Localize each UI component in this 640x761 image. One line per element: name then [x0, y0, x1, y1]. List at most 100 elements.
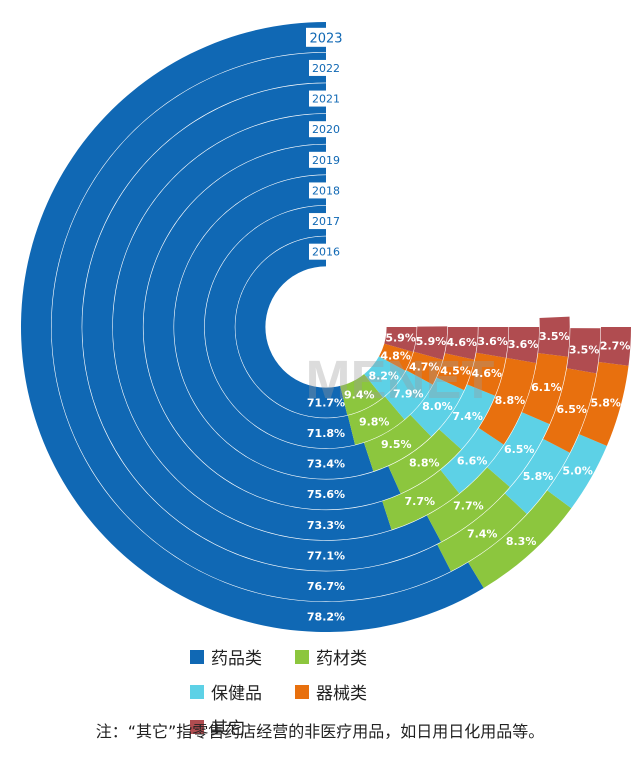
arc-devices-2020 [478, 357, 537, 445]
label-herbs-2023: 8.3% [506, 535, 537, 548]
label-herbs-2021: 7.7% [453, 500, 484, 513]
arc-health-2023 [546, 433, 607, 509]
label-health-2020: 6.6% [457, 454, 488, 467]
label-health-2022: 5.8% [523, 470, 554, 483]
arc-herbs-2019 [388, 428, 462, 494]
year-label-2021: 2021 [312, 93, 340, 106]
label-devices-2023: 5.8% [590, 397, 621, 410]
arc-health-2017 [384, 370, 433, 420]
legend-label-drugs: 药品类 [211, 649, 262, 669]
label-herbs-2018: 9.5% [381, 438, 412, 451]
year-label-2018: 2018 [312, 184, 340, 197]
arc-herbs-2016 [340, 373, 383, 416]
label-health-2023: 5.0% [562, 465, 593, 478]
arc-herbs-2023 [467, 490, 572, 589]
arc-other-2023 [598, 327, 631, 366]
label-herbs-2022: 7.4% [467, 528, 498, 541]
radial-chart: MENET78.2%8.3%5.0%5.8%2.7%76.7%7.4%5.8%6… [20, 21, 631, 632]
arc-other-2019 [475, 327, 509, 358]
label-drugs-2019: 75.6% [307, 488, 345, 501]
legend-swatch-devices [295, 684, 309, 699]
arc-other-2021 [537, 316, 570, 357]
label-other-2017: 5.9% [416, 335, 447, 348]
legend-swatch-other [190, 719, 204, 734]
arc-health-2020 [440, 427, 504, 494]
arc-health-2019 [438, 384, 496, 450]
arc-other-2017 [413, 326, 448, 360]
label-devices-2019: 4.6% [472, 367, 503, 380]
arc-herbs-2020 [382, 469, 460, 530]
label-other-2018: 4.6% [447, 336, 478, 349]
arc-devices-2017 [405, 351, 443, 385]
label-drugs-2023: 78.2% [307, 611, 345, 624]
arc-other-2022 [566, 328, 601, 374]
label-devices-2021: 6.1% [531, 381, 562, 394]
legend-item-health: 保健品 [190, 679, 295, 704]
legend-label-other: 其它 [211, 719, 245, 739]
year-tag-2023 [306, 27, 346, 47]
label-herbs-2016: 9.4% [344, 389, 375, 402]
year-label-2016: 2016 [312, 246, 340, 259]
legend-item-other: 其它 [190, 714, 295, 739]
arc-devices-2023 [578, 361, 629, 446]
label-health-2021: 6.5% [504, 443, 535, 456]
legend-swatch-health [190, 684, 204, 699]
year-tag-2017 [309, 213, 343, 230]
label-drugs-2017: 71.8% [307, 427, 345, 440]
year-label-2017: 2017 [312, 215, 340, 228]
label-health-2019: 7.4% [452, 410, 483, 423]
label-herbs-2020: 7.7% [405, 495, 436, 508]
arc-health-2022 [504, 438, 570, 514]
watermark: MENET [306, 350, 495, 410]
year-tag-2020 [309, 121, 343, 138]
year-tag-2021 [309, 90, 343, 107]
label-devices-2016: 4.8% [380, 350, 411, 363]
arc-drugs-2016 [235, 236, 348, 418]
label-health-2016: 8.2% [368, 369, 399, 382]
legend-label-herbs: 药材类 [316, 649, 367, 669]
label-other-2022: 3.5% [569, 344, 600, 357]
label-devices-2017: 4.7% [409, 361, 440, 374]
year-tag-2019 [309, 151, 343, 168]
year-tag-2016 [309, 243, 343, 260]
label-herbs-2019: 8.8% [409, 456, 440, 469]
label-herbs-2017: 9.8% [359, 415, 390, 428]
label-drugs-2016: 71.7% [307, 396, 345, 409]
label-drugs-2018: 73.4% [307, 458, 345, 471]
arc-devices-2016 [378, 343, 414, 371]
arc-devices-2021 [521, 353, 568, 425]
arc-drugs-2018 [174, 175, 374, 479]
arc-herbs-2017 [347, 396, 405, 445]
legend-swatch-herbs [295, 649, 309, 664]
arc-health-2021 [486, 411, 550, 488]
label-other-2021: 3.5% [539, 330, 570, 343]
label-devices-2022: 6.5% [556, 403, 587, 416]
arc-drugs-2019 [143, 144, 401, 510]
label-drugs-2020: 73.3% [307, 519, 345, 532]
legend-item-devices: 器械类 [295, 679, 415, 704]
label-other-2019: 3.6% [477, 335, 508, 348]
center-hole [266, 267, 386, 387]
arc-herbs-2021 [426, 466, 510, 542]
arc-health-2018 [409, 377, 465, 437]
arc-other-2018 [444, 327, 478, 360]
footnote: 注：“其它”指零售药店经营的非医疗用品，如日用日化用品等。 [95, 722, 545, 741]
label-drugs-2021: 77.1% [307, 549, 345, 562]
label-devices-2018: 4.5% [440, 364, 471, 377]
legend-label-health: 保健品 [211, 684, 262, 704]
arc-other-2020 [505, 327, 540, 363]
arc-herbs-2022 [437, 493, 527, 572]
year-label-2020: 2020 [312, 123, 340, 136]
arc-devices-2018 [436, 353, 475, 391]
year-tag-2022 [309, 59, 343, 76]
label-health-2017: 7.9% [393, 388, 424, 401]
arc-other-2016 [383, 327, 417, 352]
label-other-2016: 5.9% [385, 331, 416, 344]
legend-item-herbs: 药材类 [295, 644, 415, 669]
arc-health-2016 [363, 355, 406, 398]
label-devices-2020: 8.8% [495, 394, 526, 407]
arc-devices-2022 [542, 368, 597, 453]
label-health-2018: 8.0% [422, 400, 453, 413]
arc-drugs-2017 [204, 205, 356, 449]
label-other-2020: 3.6% [508, 338, 539, 351]
